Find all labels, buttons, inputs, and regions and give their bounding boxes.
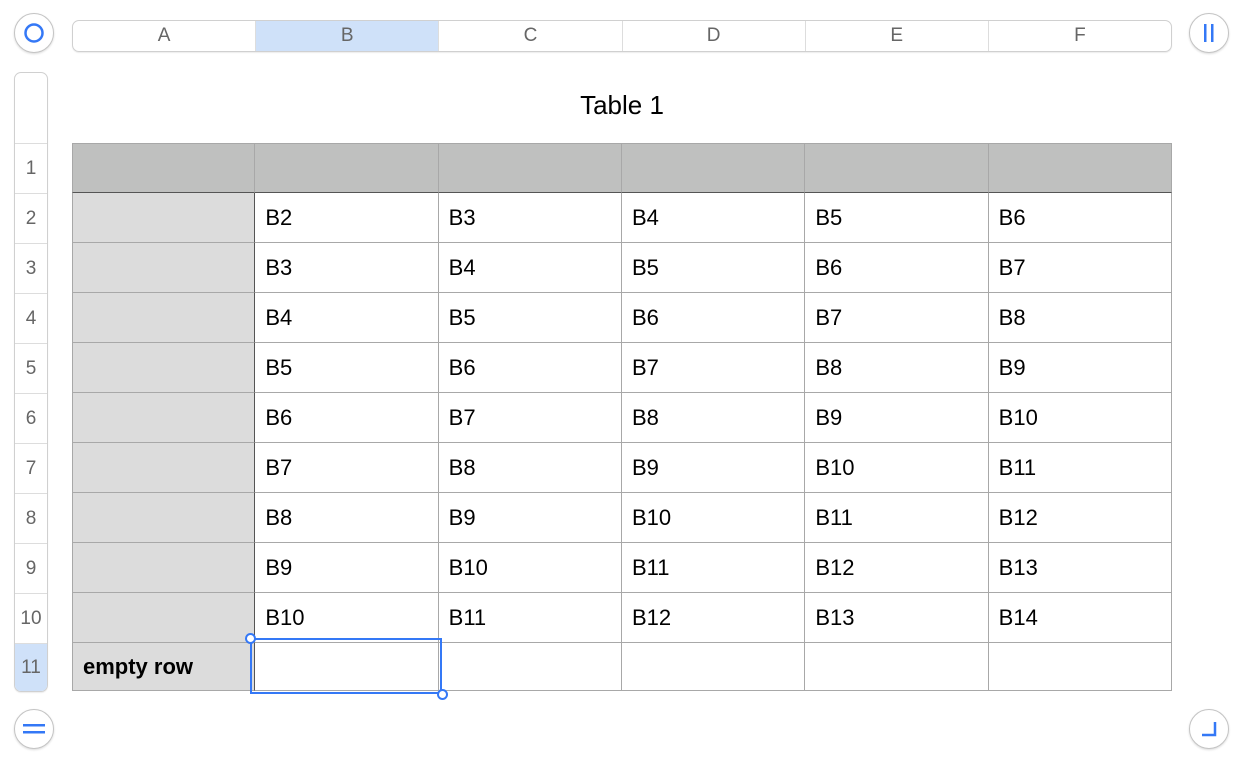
cell-A7[interactable] [72,443,256,493]
row-header-4[interactable]: 4 [15,293,47,343]
cell-F7[interactable]: B11 [988,443,1172,493]
cell-F4[interactable]: B8 [988,293,1172,343]
resize-table-button[interactable] [1189,709,1229,749]
cell-E9[interactable]: B12 [805,543,989,593]
cell-A4[interactable] [72,293,256,343]
row-header-7[interactable]: 7 [15,443,47,493]
cell-F11[interactable] [988,643,1172,691]
column-header-E[interactable]: E [806,21,989,51]
add-column-button[interactable] [1189,13,1229,53]
cell-F10[interactable]: B14 [988,593,1172,643]
cell-B10[interactable]: B10 [255,593,439,643]
cell-B3[interactable]: B3 [255,243,439,293]
cell-C7[interactable]: B8 [438,443,622,493]
select-table-button[interactable] [14,13,54,53]
cell-D11[interactable] [622,643,806,691]
selection-handle-top-left[interactable] [245,633,256,644]
row-header-2[interactable]: 2 [15,193,47,243]
cell-D2[interactable]: B4 [622,193,806,243]
cell-E5[interactable]: B8 [805,343,989,393]
cell-C10[interactable]: B11 [438,593,622,643]
cell-D3[interactable]: B5 [622,243,806,293]
corner-icon [1202,722,1217,737]
cell-A8[interactable] [72,493,256,543]
cell-A11[interactable]: empty row [72,643,256,691]
cell-B7[interactable]: B7 [255,443,439,493]
cell-C6[interactable]: B7 [438,393,622,443]
row-header-3[interactable]: 3 [15,243,47,293]
circle-icon [24,23,44,43]
cell-B9[interactable]: B9 [255,543,439,593]
cell-D8[interactable]: B10 [622,493,806,543]
cell-F5[interactable]: B9 [988,343,1172,393]
cell-E11[interactable] [805,643,989,691]
cell-B4[interactable]: B4 [255,293,439,343]
cell-E8[interactable]: B11 [805,493,989,543]
cell-F6[interactable]: B10 [988,393,1172,443]
cell-A3[interactable] [72,243,256,293]
cell-A9[interactable] [72,543,256,593]
cell-E6[interactable]: B9 [805,393,989,443]
cell-F9[interactable]: B13 [988,543,1172,593]
cell-A1[interactable] [72,143,256,193]
cell-C4[interactable]: B5 [438,293,622,343]
cell-E2[interactable]: B5 [805,193,989,243]
cell-F3[interactable]: B7 [988,243,1172,293]
cell-selection[interactable] [250,638,442,694]
cell-E7[interactable]: B10 [805,443,989,493]
cell-A10[interactable] [72,593,256,643]
cell-D9[interactable]: B11 [622,543,806,593]
cell-C8[interactable]: B9 [438,493,622,543]
cell-C5[interactable]: B6 [438,343,622,393]
cell-D6[interactable]: B8 [622,393,806,443]
table-grid: B2 B3 B4 B5 B6 B3 B4 B5 B6 B7 B4 B5 B6 B7 B8 B5 B6 B7 B8 B9… [72,143,1172,691]
cell-C11[interactable] [438,643,622,691]
cell-D5[interactable]: B7 [622,343,806,393]
column-header-B[interactable]: B [256,21,440,51]
row-header-10[interactable]: 10 [15,593,47,643]
cell-A6[interactable] [72,393,256,443]
cell-E3[interactable]: B6 [805,243,989,293]
add-row-button[interactable] [14,709,54,749]
row-header-11[interactable]: 11 [15,643,47,691]
row-header-1[interactable]: 1 [15,143,47,193]
row-header-6[interactable]: 6 [15,393,47,443]
cell-C9[interactable]: B10 [438,543,622,593]
cell-E4[interactable]: B7 [805,293,989,343]
cell-D10[interactable]: B12 [622,593,806,643]
row-header-9[interactable]: 9 [15,543,47,593]
column-handle-icon [1204,24,1214,42]
cell-B8[interactable]: B8 [255,493,439,543]
cell-A2[interactable] [72,193,256,243]
cell-D7[interactable]: B9 [622,443,806,493]
cell-E1[interactable] [805,143,989,193]
column-header-F[interactable]: F [1074,25,1086,46]
cell-B6[interactable]: B6 [255,393,439,443]
cell-C1[interactable] [438,143,622,193]
row-handle-icon [23,724,45,734]
row-header-bar: 1 2 3 4 5 6 7 8 9 10 11 [14,72,48,692]
cell-D4[interactable]: B6 [622,293,806,343]
cell-B2[interactable]: B2 [255,193,439,243]
cell-B5[interactable]: B5 [255,343,439,393]
table-title[interactable]: Table 1 [580,90,664,120]
row-header-8[interactable]: 8 [15,493,47,543]
column-header-A[interactable]: A [73,21,257,51]
cell-C3[interactable]: B4 [438,243,622,293]
cell-B1[interactable] [255,143,439,193]
row-header-5[interactable]: 5 [15,343,47,393]
cell-A5[interactable] [72,343,256,393]
selection-handle-bottom-right[interactable] [437,689,448,700]
cell-E10[interactable]: B13 [805,593,989,643]
cell-D1[interactable] [622,143,806,193]
column-header-D[interactable]: D [623,21,806,51]
cell-F8[interactable]: B12 [988,493,1172,543]
cell-F1[interactable] [988,143,1172,193]
cell-F2[interactable]: B6 [988,193,1172,243]
cell-C2[interactable]: B3 [438,193,622,243]
cell-B11[interactable] [255,643,439,691]
column-header-C[interactable]: C [439,21,623,51]
